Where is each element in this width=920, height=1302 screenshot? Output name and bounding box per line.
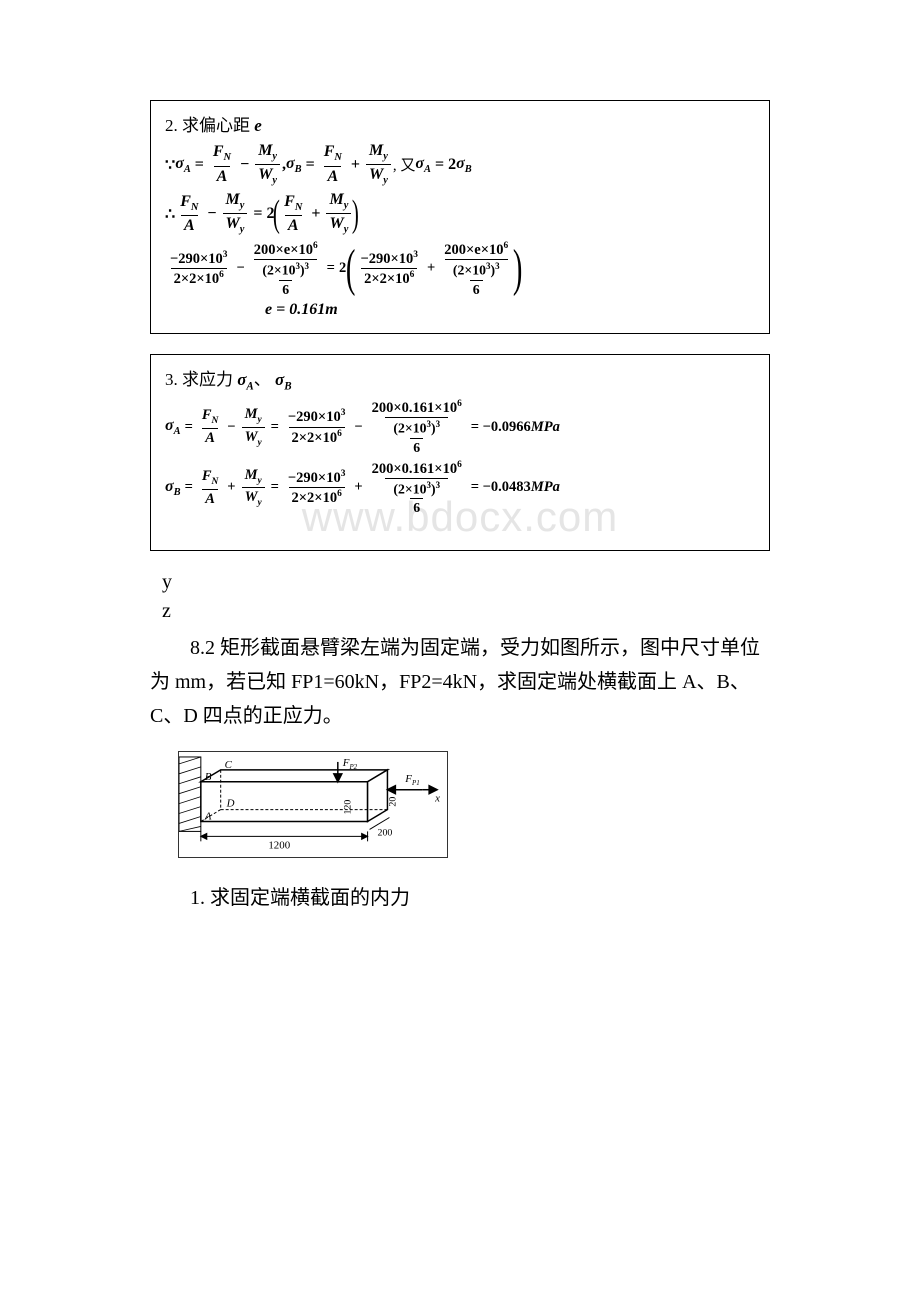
axis-z: z xyxy=(150,600,770,623)
dim-1200: 1200 xyxy=(268,840,290,852)
eq-line3: −290×103 2×2×106 − 200×e×106 (2×103)3 6 … xyxy=(165,241,755,298)
problem-statement: 8.2 矩形截面悬臂梁左端为固定端，受力如图所示，图中尺寸单位为 mm，若已知 … xyxy=(150,631,770,733)
step1-caption: 1. 求固定端横截面的内力 xyxy=(150,881,770,910)
dim-20: 20 xyxy=(387,797,398,807)
label-D: D xyxy=(226,798,235,810)
label-A: A xyxy=(204,811,212,823)
label-FP1: FP1 xyxy=(404,773,419,787)
step3-title: 3. 求应力 σA、 σB xyxy=(165,365,755,392)
step-var: e xyxy=(254,116,262,135)
label-FP2: FP2 xyxy=(342,757,358,771)
step-text: 求偏心距 xyxy=(182,116,250,135)
beam-figure: B C A D FP2 FP1 x 1200 200 120 xyxy=(178,751,448,857)
dim-120: 120 xyxy=(343,800,354,815)
solution-box-eccentricity: 2. 求偏心距 e ∵ σA = FN A − My Wy , σB = FN … xyxy=(150,100,770,334)
axis-y: y xyxy=(150,571,770,594)
step2-title: 2. 求偏心距 e xyxy=(165,111,755,136)
label-C: C xyxy=(225,759,233,771)
eq-line2: ∴ FN A − My Wy = 2 ( FN A + My Wy ) xyxy=(165,191,755,236)
eq-line1: ∵ σA = FN A − My Wy , σB = FN A + My Wy xyxy=(165,142,755,187)
eq-sigmaA: σA = FN A − My Wy = −290×103 2×2×106 − 2… xyxy=(165,399,755,456)
solution-box-stress: 3. 求应力 σA、 σB σA = FN A − My Wy = −290×1… xyxy=(150,354,770,551)
label-x: x xyxy=(434,793,440,805)
step-num: 2. xyxy=(165,116,178,135)
dim-200: 200 xyxy=(378,828,393,839)
eq-result-e: e = 0.161m xyxy=(265,301,755,319)
label-B: B xyxy=(205,771,212,783)
eq-sigmaB: σB = FN A + My Wy = −290×103 2×2×106 + 2… xyxy=(165,460,755,517)
